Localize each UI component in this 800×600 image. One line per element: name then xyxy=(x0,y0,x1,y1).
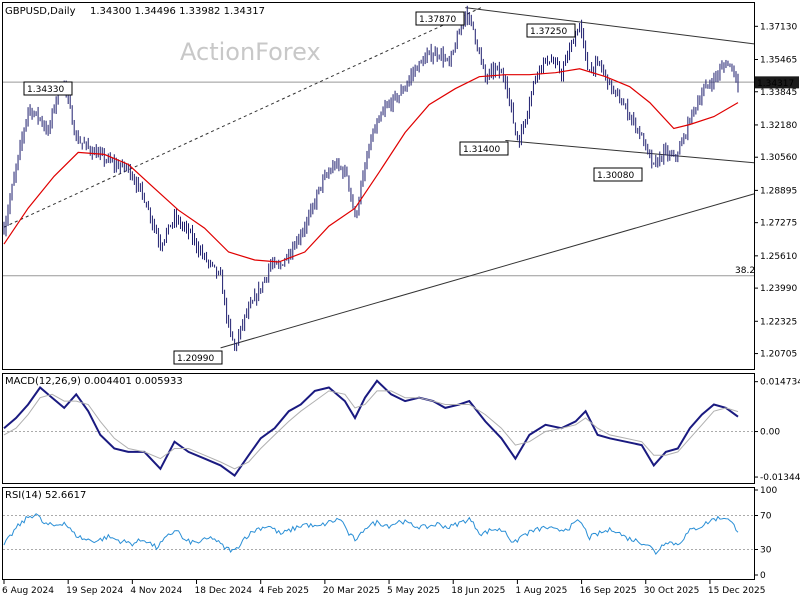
price-annotation: 1.37250 xyxy=(526,23,576,38)
rsi-tick-label: 30 xyxy=(760,546,772,556)
price-tick-label: 1.25610 xyxy=(760,252,797,262)
price-annotation-box xyxy=(593,167,643,182)
price-tick-label: 1.27275 xyxy=(760,219,797,229)
price-annotation-box xyxy=(415,11,465,26)
current-price-box xyxy=(755,76,799,89)
current-price-label: 1.34317 xyxy=(757,79,794,89)
price-annotation-box xyxy=(459,141,509,156)
price-tick-label: 1.23990 xyxy=(760,284,797,294)
date-tick-label: 5 May 2025 xyxy=(387,586,440,596)
date-tick-label: 4 Nov 2024 xyxy=(130,586,182,596)
price-annotation-label: 1.34330 xyxy=(27,85,64,95)
price-tick-label: 1.32180 xyxy=(760,121,797,131)
macd-title: MACD(12,26,9) 0.004401 0.005933 xyxy=(5,376,183,387)
price-annotation: 1.20990 xyxy=(173,350,223,365)
symbol-label: GBPUSD,Daily xyxy=(5,6,76,17)
price-tick-label: 1.30560 xyxy=(760,153,797,163)
watermark: ActionForex xyxy=(180,38,321,66)
price-annotation-label: 1.20990 xyxy=(177,354,214,364)
date-tick-label: 30 Oct 2025 xyxy=(644,586,700,596)
price-annotation-box xyxy=(23,81,73,96)
macd-tick-label: 0.014734 xyxy=(760,378,800,388)
price-panel xyxy=(2,2,755,370)
price-annotation-label: 1.37250 xyxy=(530,27,567,37)
rsi-panel xyxy=(2,487,755,580)
price-annotation: 1.30080 xyxy=(593,167,643,182)
price-annotation: 1.34330 xyxy=(23,81,73,96)
date-tick-label: 19 Sep 2024 xyxy=(66,586,123,596)
price-annotation: 1.31400 xyxy=(459,141,509,156)
date-tick-label: 1 Aug 2025 xyxy=(515,586,567,596)
trend-line xyxy=(505,139,755,164)
macd-tick-label: -0.013442 xyxy=(760,473,800,483)
signal-line xyxy=(3,390,739,470)
price-tick-label: 1.35465 xyxy=(760,55,797,65)
price-tick-label: 1.22325 xyxy=(760,317,797,327)
date-tick-label: 4 Feb 2025 xyxy=(259,586,309,596)
trend-line xyxy=(220,193,755,349)
date-tick-label: 20 Mar 2025 xyxy=(323,586,380,596)
date-tick-label: 18 Jun 2025 xyxy=(451,586,505,596)
date-tick-label: 15 Dec 2025 xyxy=(708,586,766,596)
price-annotation-label: 1.31400 xyxy=(463,145,500,155)
ohlc-values: 1.34300 1.34496 1.33982 1.34317 xyxy=(90,6,265,17)
price-annotation-box xyxy=(173,350,223,365)
rsi-tick-label: 0 xyxy=(760,571,766,581)
rsi-title: RSI(14) 52.6617 xyxy=(5,490,86,501)
price-annotation-label: 1.30080 xyxy=(597,171,634,181)
price-tick-label: 1.37130 xyxy=(760,22,797,32)
rsi-tick-label: 100 xyxy=(760,486,777,496)
macd-panel xyxy=(2,373,755,484)
rsi-tick-label: 70 xyxy=(760,512,772,522)
moving-average-line xyxy=(3,68,739,263)
date-tick-label: 6 Aug 2024 xyxy=(2,586,54,596)
price-annotation-label: 1.37870 xyxy=(419,15,456,25)
date-tick-label: 18 Dec 2024 xyxy=(195,586,253,596)
price-tick-label: 1.20705 xyxy=(760,350,797,360)
trend-line xyxy=(465,7,755,45)
price-annotation: 1.37870 xyxy=(415,11,465,26)
rsi-line xyxy=(3,513,739,556)
price-tick-label: 1.28895 xyxy=(760,186,797,196)
price-annotation-box xyxy=(526,23,576,38)
fib-level-label: 38.2 xyxy=(735,266,755,276)
macd-tick-label: 0.00 xyxy=(760,428,780,438)
price-tick-label: 1.33845 xyxy=(760,88,797,98)
date-tick-label: 16 Sep 2025 xyxy=(580,586,637,596)
macd-line xyxy=(3,379,739,478)
